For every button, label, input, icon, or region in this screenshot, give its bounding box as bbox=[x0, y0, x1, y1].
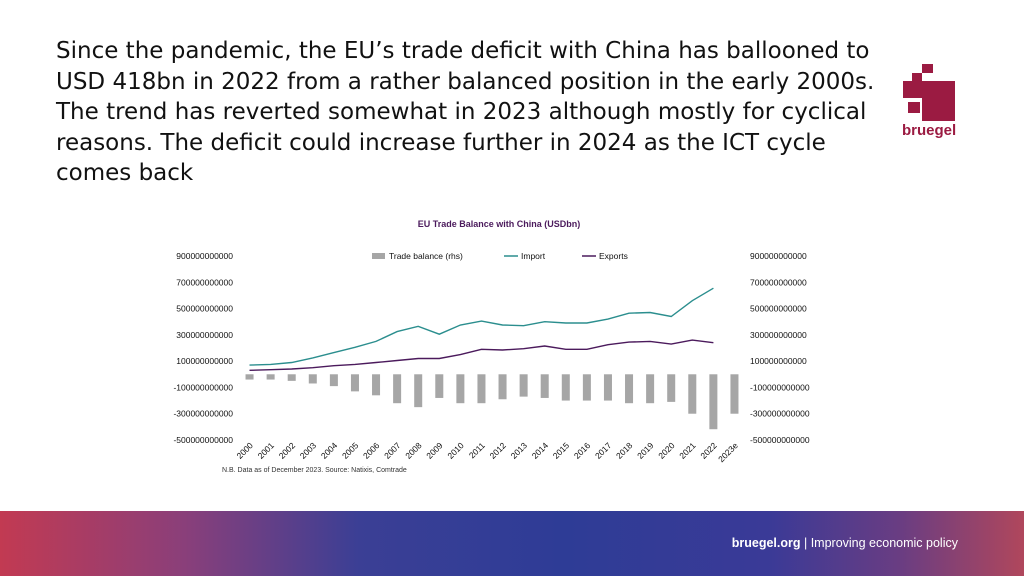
x-tick-label: 2012 bbox=[488, 440, 509, 461]
x-tick-label: 2001 bbox=[256, 440, 277, 461]
y-tick-label-left: -500000000000 bbox=[173, 435, 233, 445]
x-tick-label: 2017 bbox=[593, 440, 614, 461]
bar-trade-balance bbox=[730, 374, 739, 414]
bar-trade-balance bbox=[308, 374, 317, 384]
bar-trade-balance bbox=[667, 374, 676, 402]
headline: Since the pandemic, the EU’s trade defic… bbox=[56, 38, 875, 186]
bar-trade-balance bbox=[561, 374, 570, 401]
x-tick-label: 2003 bbox=[298, 440, 319, 461]
x-tick-label: 2011 bbox=[467, 440, 487, 460]
footer-site-link[interactable]: bruegel.org bbox=[731, 536, 801, 550]
bar-trade-balance bbox=[414, 374, 423, 408]
bar-trade-balance bbox=[688, 374, 697, 414]
legend-swatch-trade-balance bbox=[372, 253, 385, 259]
chart-legend: Trade balance (rhs) Import Exports bbox=[372, 251, 628, 261]
bar-trade-balance bbox=[456, 374, 465, 404]
y-tick-label-left: 900000000000 bbox=[176, 251, 233, 261]
y-tick-label-right: -300000000000 bbox=[750, 409, 810, 419]
x-tick-label: 2015 bbox=[551, 440, 572, 461]
bar-trade-balance bbox=[372, 374, 381, 396]
chart-title: EU Trade Balance with China (USDbn) bbox=[418, 219, 581, 229]
x-tick-label: 2005 bbox=[340, 440, 361, 461]
y-tick-label-left: -300000000000 bbox=[173, 409, 233, 419]
x-tick-label: 2014 bbox=[530, 440, 551, 461]
bar-trade-balance bbox=[329, 374, 338, 387]
y-tick-label-left: -100000000000 bbox=[173, 382, 233, 392]
footer-text: bruegel.org | Improving economic policy bbox=[732, 536, 958, 550]
line-exports bbox=[249, 339, 714, 371]
y-tick-label-left: 500000000000 bbox=[176, 304, 233, 314]
chart-source-note: N.B. Data as of December 2023. Source: N… bbox=[222, 467, 407, 474]
x-tick-label: 2009 bbox=[424, 440, 445, 461]
bar-trade-balance bbox=[287, 374, 296, 381]
y-tick-label-right: 300000000000 bbox=[750, 330, 807, 340]
bar-trade-balance bbox=[603, 374, 612, 401]
bar-trade-balance bbox=[435, 374, 444, 398]
bar-trade-balance bbox=[477, 374, 486, 404]
x-tick-label: 2002 bbox=[277, 440, 298, 461]
bar-trade-balance bbox=[245, 374, 254, 380]
x-tick-label: 2008 bbox=[403, 440, 424, 461]
bar-trade-balance bbox=[582, 374, 591, 401]
y-tick-label-right: -500000000000 bbox=[750, 435, 810, 445]
footer-tagline: Improving economic policy bbox=[810, 536, 958, 550]
legend-label: Trade balance (rhs) bbox=[389, 251, 463, 261]
y-tick-label-right: 100000000000 bbox=[750, 356, 807, 366]
bar-trade-balance bbox=[519, 374, 528, 397]
x-tick-label: 2007 bbox=[382, 440, 403, 461]
bar-trade-balance bbox=[266, 374, 275, 380]
x-tick-label: 2000 bbox=[235, 440, 256, 461]
legend-label: Exports bbox=[599, 251, 628, 261]
bar-trade-balance bbox=[498, 374, 507, 400]
bar-trade-balance bbox=[625, 374, 634, 404]
x-tick-label: 2021 bbox=[677, 440, 698, 461]
footer-separator: | bbox=[800, 536, 811, 550]
bar-trade-balance bbox=[350, 374, 359, 392]
y-tick-label-left: 100000000000 bbox=[176, 356, 233, 366]
bar-trade-balance bbox=[540, 374, 549, 398]
bar-trade-balance bbox=[709, 374, 718, 430]
y-tick-label-right: -100000000000 bbox=[750, 382, 810, 392]
bruegel-logo: bruegel bbox=[902, 64, 956, 139]
line-import bbox=[249, 287, 714, 366]
x-tick-label: 2019 bbox=[635, 440, 656, 461]
y-tick-label-right: 700000000000 bbox=[750, 277, 807, 287]
footer-band: bruegel.org | Improving economic policy bbox=[0, 511, 1024, 576]
y-tick-label-left: 300000000000 bbox=[176, 330, 233, 340]
bar-trade-balance bbox=[393, 374, 402, 404]
legend-label: Import bbox=[521, 251, 546, 261]
x-tick-label: 2013 bbox=[509, 440, 530, 461]
x-tick-label: 2018 bbox=[614, 440, 635, 461]
y-tick-label-right: 500000000000 bbox=[750, 304, 807, 314]
x-tick-label: 2023e bbox=[716, 440, 740, 464]
x-tick-label: 2016 bbox=[572, 440, 593, 461]
x-tick-label: 2020 bbox=[656, 440, 677, 461]
svg-text:bruegel: bruegel bbox=[902, 122, 956, 139]
x-tick-label: 2004 bbox=[319, 440, 340, 461]
x-tick-label: 2010 bbox=[445, 440, 466, 461]
y-tick-label-right: 900000000000 bbox=[750, 251, 807, 261]
y-tick-label-left: 700000000000 bbox=[176, 277, 233, 287]
bar-trade-balance bbox=[646, 374, 655, 404]
x-tick-label: 2006 bbox=[361, 440, 382, 461]
